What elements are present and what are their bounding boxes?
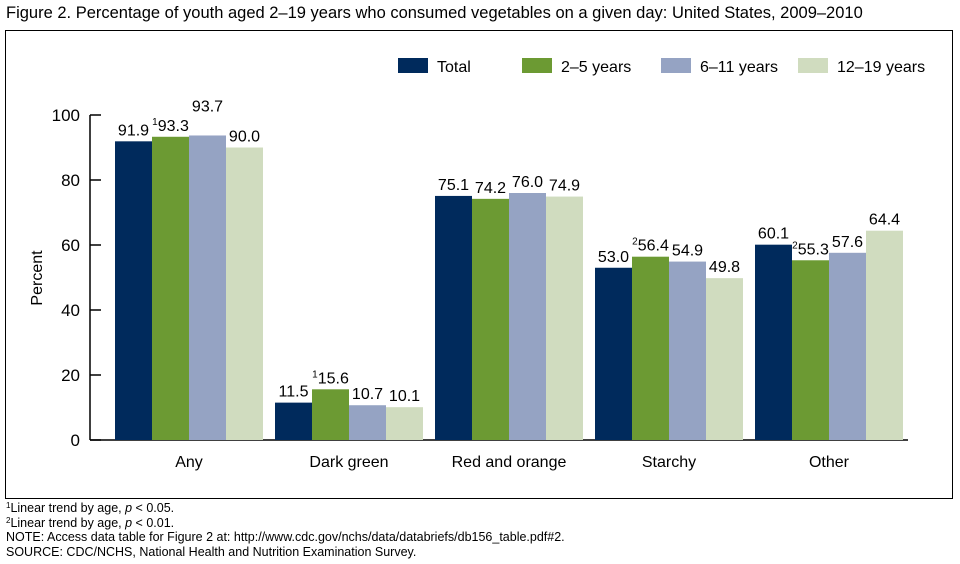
footnote-marker: 2 xyxy=(632,237,638,248)
y-tick-label: 80 xyxy=(61,171,80,190)
data-label: 255.3 xyxy=(792,240,829,258)
bar xyxy=(386,407,423,440)
bar xyxy=(669,261,706,440)
bar xyxy=(275,402,312,440)
category-label: Red and orange xyxy=(452,454,567,471)
legend-label: 12–19 years xyxy=(837,59,925,76)
bar xyxy=(312,389,349,440)
bar xyxy=(755,244,792,440)
y-tick-label: 100 xyxy=(52,106,80,125)
data-value: 93.3 xyxy=(158,118,189,135)
footnotes: 1Linear trend by age, p < 0.05. 2Linear … xyxy=(6,501,565,559)
data-value: 15.6 xyxy=(318,370,349,387)
bar xyxy=(792,260,829,440)
data-label: 75.1 xyxy=(438,177,469,194)
note: NOTE: Access data table for Figure 2 at:… xyxy=(6,530,565,544)
legend-label: 2–5 years xyxy=(561,59,631,76)
bar xyxy=(226,147,263,440)
data-label: 90.0 xyxy=(229,129,260,146)
bar xyxy=(866,230,903,440)
data-label: 11.5 xyxy=(279,384,309,401)
data-label: 93.7 xyxy=(192,98,223,115)
footnote-2: 2Linear trend by age, p < 0.01. xyxy=(6,515,175,530)
legend-swatch xyxy=(798,58,828,73)
data-label: 115.6 xyxy=(312,369,349,387)
y-tick-label: 40 xyxy=(61,301,80,320)
footnote-marker: 1 xyxy=(152,117,158,128)
bar xyxy=(349,405,386,440)
y-tick-label: 60 xyxy=(61,236,80,255)
data-label: 256.4 xyxy=(632,237,669,255)
category-label: Other xyxy=(809,454,850,471)
bar xyxy=(595,267,632,440)
chart-title: Figure 2. Percentage of youth aged 2–19 … xyxy=(6,4,863,22)
bar xyxy=(435,195,472,440)
data-label: 49.8 xyxy=(709,259,740,276)
data-label: 91.9 xyxy=(118,122,149,139)
bar xyxy=(472,198,509,440)
data-value: 55.3 xyxy=(798,241,829,258)
chart-frame xyxy=(5,30,953,499)
category-label: Any xyxy=(175,454,203,471)
bar xyxy=(706,278,743,440)
legend-swatch xyxy=(661,58,691,73)
y-tick-label: 20 xyxy=(61,366,80,385)
data-label: 64.4 xyxy=(869,212,900,229)
source: SOURCE: CDC/NCHS, National Health and Nu… xyxy=(6,544,417,559)
bar xyxy=(115,141,152,440)
bar xyxy=(152,136,189,440)
data-label: 76.0 xyxy=(512,174,543,191)
legend-swatch xyxy=(522,58,552,73)
data-label: 54.9 xyxy=(672,243,703,260)
footnote-marker: 1 xyxy=(312,369,318,380)
category-label: Starchy xyxy=(642,454,696,471)
data-value: 56.4 xyxy=(638,238,669,255)
legend-label: 6–11 years xyxy=(700,59,778,76)
bar xyxy=(509,193,546,440)
footnote-1: 1Linear trend by age, p < 0.05. xyxy=(6,501,175,515)
data-label: 74.2 xyxy=(475,180,506,197)
y-axis-label: Percent xyxy=(29,250,46,306)
data-label: 57.6 xyxy=(832,234,863,251)
data-label: 193.3 xyxy=(152,117,189,135)
bar xyxy=(829,252,866,440)
data-label: 74.9 xyxy=(549,178,580,195)
y-tick-label: 0 xyxy=(71,431,80,450)
bar xyxy=(632,256,669,440)
legend-label: Total xyxy=(437,59,471,76)
bar xyxy=(546,196,583,440)
data-label: 60.1 xyxy=(758,226,789,243)
data-label: 10.1 xyxy=(389,388,420,405)
data-label: 53.0 xyxy=(598,249,629,266)
data-label: 10.7 xyxy=(352,386,383,403)
footnote-marker: 2 xyxy=(792,240,798,251)
category-label: Dark green xyxy=(309,454,388,471)
legend-swatch xyxy=(398,58,428,73)
bar xyxy=(189,135,226,440)
